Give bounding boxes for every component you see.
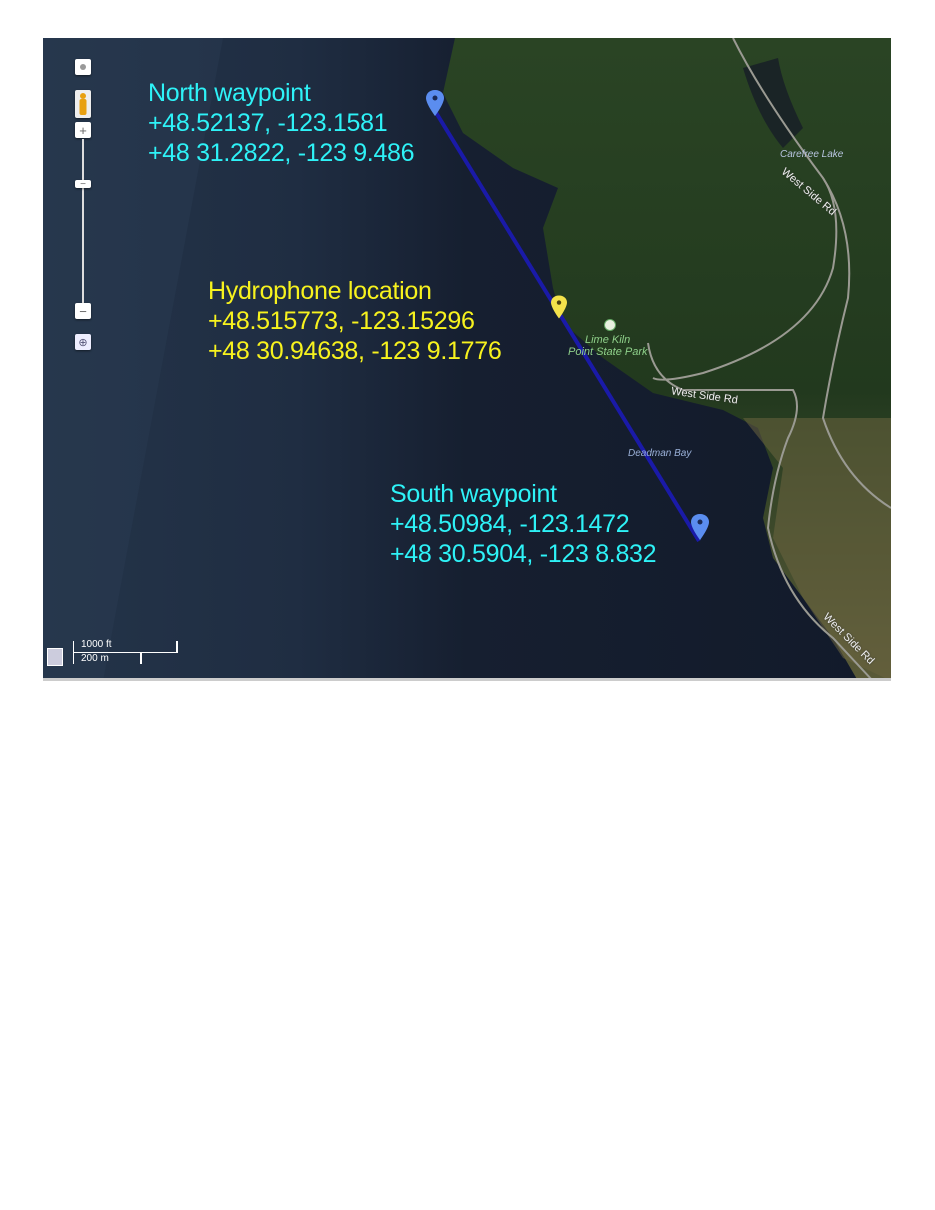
street-view-pegman-button[interactable] [75,90,91,118]
magnifier-icon: ⊕ [78,336,88,349]
hydrophone-title: Hydrophone location [208,277,432,305]
north-decimal: +48.52137, -123.1581 [148,109,388,137]
north-dm: +48 31.2822, -123 9.486 [148,139,415,167]
south-title: South waypoint [390,480,557,508]
north-title: North waypoint [148,79,311,107]
pan-control-button[interactable] [75,59,91,75]
zoom-slider-track[interactable] [82,139,84,304]
shallow-water [43,38,223,681]
map-imagery [43,38,891,681]
park-tree-icon [604,319,616,331]
zoom-slider-handle[interactable]: − [75,179,91,190]
pan-dot-icon [80,64,86,70]
hydrophone-dm: +48 30.94638, -123 9.1776 [208,337,502,365]
overview-toggle-icon[interactable] [47,648,63,666]
south-waypoint-pin-icon[interactable] [691,514,709,540]
scale-metric-label: 200 m [81,653,109,664]
zoom-in-button[interactable]: + [75,122,91,138]
satellite-map[interactable]: North waypoint +48.52137, -123.1581 +48 … [43,38,891,681]
roads [647,38,891,681]
hydrophone-label: Hydrophone location +48.515773, -123.152… [208,276,502,366]
zoom-rectangle-button[interactable]: ⊕ [75,334,91,350]
hydrophone-decimal: +48.515773, -123.15296 [208,307,475,335]
park-label-line2: Point State Park [568,346,648,358]
north-waypoint-label: North waypoint +48.52137, -123.1581 +48 … [148,78,415,168]
carefree-lake-water [743,58,803,148]
carefree-lake-label: Carefree Lake [780,149,844,160]
north-waypoint-pin-icon[interactable] [426,90,444,116]
map-bottom-border [43,678,891,681]
scale-bar-imperial [73,641,178,653]
pegman-icon [79,93,87,115]
south-decimal: +48.50984, -123.1472 [390,510,630,538]
south-dm: +48 30.5904, -123 8.832 [390,540,657,568]
scale-imperial-label: 1000 ft [81,639,112,650]
zoom-out-button[interactable]: − [75,303,91,319]
deadman-bay-label: Deadman Bay [628,448,692,459]
track-line [433,109,701,543]
park-label-line1: Lime Kiln [585,334,631,346]
dry-grassland [743,418,891,681]
scale-bar-metric [73,652,142,664]
south-waypoint-label: South waypoint +48.50984, -123.1472 +48 … [390,479,657,569]
hydrophone-pin-icon[interactable] [551,295,567,319]
